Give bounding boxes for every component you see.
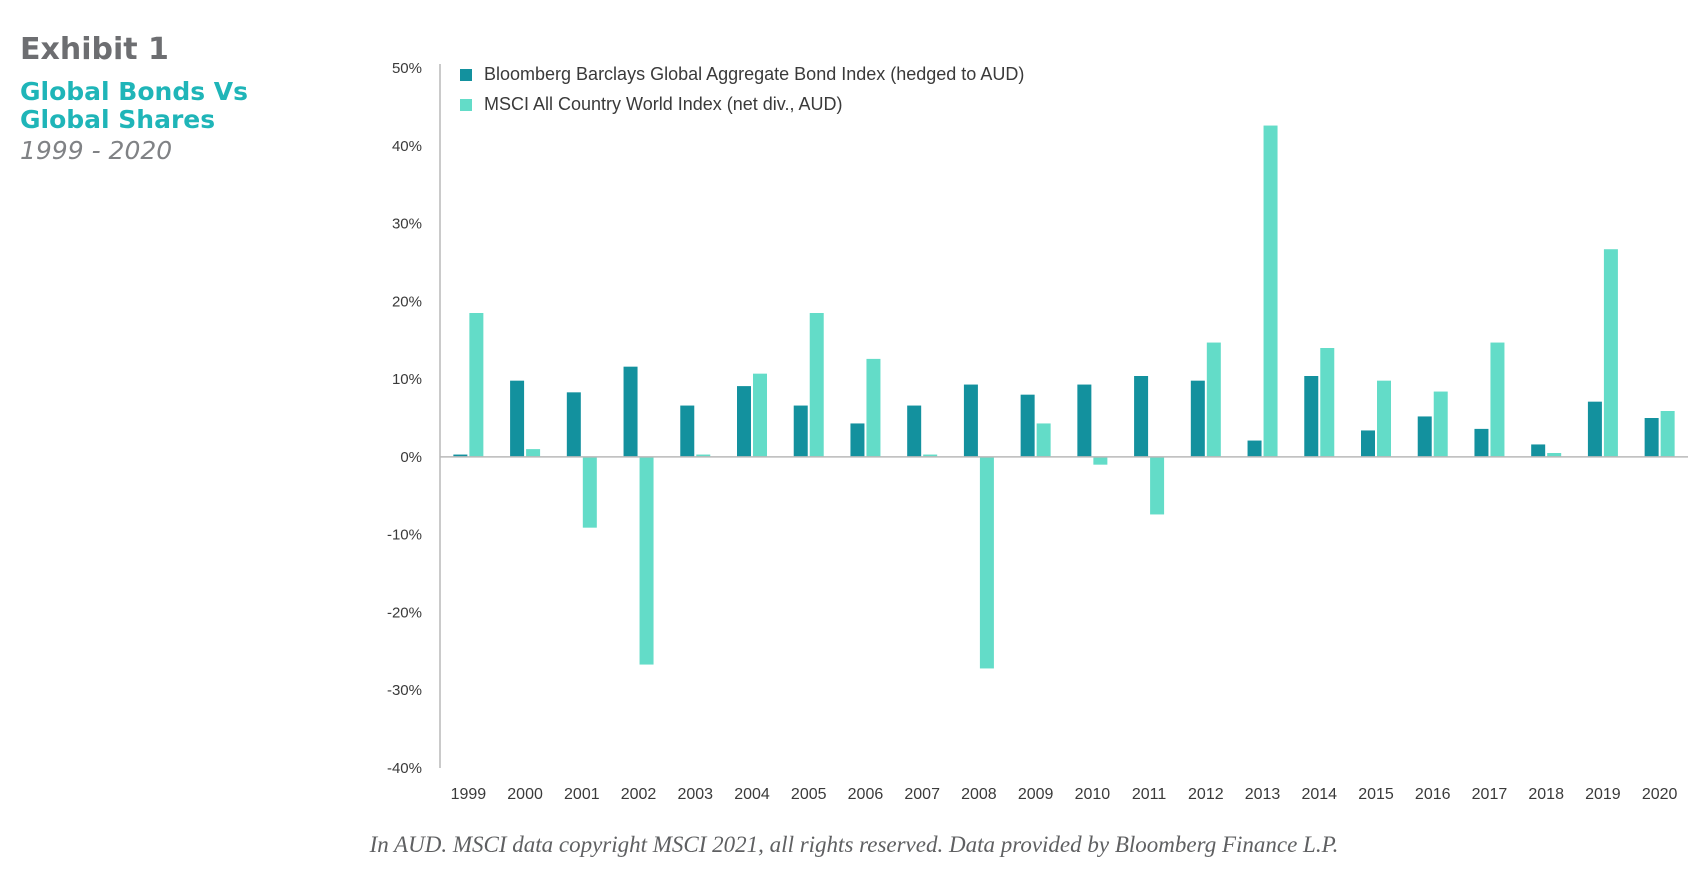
chart-subtitle: Global Bonds Vs Global Shares (20, 78, 248, 134)
equity-bar (866, 358, 881, 457)
source-caption: In AUD. MSCI data copyright MSCI 2021, a… (369, 832, 1339, 857)
equity-bar (923, 454, 938, 457)
bond-bar (1361, 430, 1375, 457)
x-category-label: 2015 (1358, 786, 1394, 803)
x-category-label: 2000 (507, 786, 543, 803)
equity-bar (1433, 391, 1448, 457)
bond-bar (623, 366, 638, 457)
bond-bar (1531, 444, 1546, 457)
equity-bar (1603, 249, 1618, 457)
y-tick-label: 30% (392, 216, 422, 233)
bond-bar (510, 380, 525, 457)
x-category-label: 2020 (1642, 786, 1678, 803)
bond-bar (1247, 440, 1262, 457)
x-category-label: 2019 (1585, 786, 1621, 803)
equity-bar (639, 456, 654, 665)
x-category-label: 2002 (621, 786, 657, 803)
x-category-label: 2014 (1301, 786, 1337, 803)
bond-bar (907, 405, 922, 457)
bond-bar (453, 454, 468, 457)
x-category-label: 1999 (451, 786, 487, 803)
bond-bar (737, 386, 751, 457)
year-range: 1999 - 2020 (20, 136, 173, 165)
equity-bar (526, 449, 541, 457)
equity-bar (1547, 453, 1562, 457)
equity-bar (1150, 456, 1165, 515)
equity-bar (1206, 342, 1221, 457)
y-tick-label: -40% (387, 760, 422, 777)
bond-bar (1020, 394, 1035, 457)
equity-bar (1377, 380, 1391, 457)
x-category-label: 2016 (1415, 786, 1451, 803)
equity-bar (1320, 348, 1335, 457)
bond-bar (1190, 380, 1205, 457)
x-category-label: 2001 (564, 786, 600, 803)
x-category-label: 2009 (1018, 786, 1054, 803)
equity-bar (753, 373, 767, 457)
x-category-label: 2004 (734, 786, 770, 803)
y-tick-label: 50% (392, 60, 422, 77)
equity-bar (809, 313, 824, 457)
equity-bar (1490, 342, 1505, 457)
bond-bar (1644, 418, 1659, 457)
y-tick-label: 0% (400, 449, 422, 466)
legend-swatch (460, 69, 472, 81)
bond-bar (566, 392, 581, 457)
x-category-label: 2007 (904, 786, 940, 803)
bond-bar (1587, 401, 1602, 457)
x-category-label: 2017 (1472, 786, 1508, 803)
y-tick-label: -30% (387, 682, 422, 699)
x-category-label: 2008 (961, 786, 997, 803)
y-tick-label: 10% (392, 371, 422, 388)
equity-bar (1036, 423, 1051, 457)
legend-label: MSCI All Country World Index (net div., … (484, 94, 842, 114)
equity-bar (696, 454, 711, 457)
equity-bar (979, 456, 994, 669)
x-category-label: 2006 (848, 786, 884, 803)
x-category-label: 2010 (1075, 786, 1111, 803)
y-tick-label: -10% (387, 527, 422, 544)
bond-bar (1417, 416, 1432, 457)
bond-bar (793, 405, 808, 457)
y-tick-label: 40% (392, 138, 422, 155)
bar-chart: 50% 40% 30% 20% 10% 0% -10% -20% -30% -40% 1999 200… (387, 60, 1688, 803)
y-tick-label: -20% (387, 604, 422, 621)
bond-bar (1474, 428, 1489, 457)
x-category-label: 2018 (1528, 786, 1564, 803)
x-category-label: 2005 (791, 786, 827, 803)
subtitle-line-2: Global Shares (20, 105, 216, 134)
bond-bar (850, 423, 865, 457)
bond-bar (1134, 376, 1149, 457)
equity-bar (469, 313, 484, 457)
bond-bar (680, 405, 695, 457)
bond-bar (1077, 384, 1092, 457)
equity-bar (1263, 125, 1278, 457)
equity-bar (1660, 411, 1675, 457)
legend-label: Bloomberg Barclays Global Aggregate Bond… (484, 64, 1024, 84)
equity-bar (1093, 456, 1108, 465)
equity-bar (582, 456, 597, 528)
subtitle-line-1: Global Bonds Vs (20, 77, 249, 106)
bond-bar (1304, 376, 1319, 457)
bond-bar (963, 384, 978, 457)
exhibit-label: Exhibit 1 (20, 32, 169, 67)
x-category-label: 2013 (1245, 786, 1281, 803)
x-category-label: 2003 (677, 786, 713, 803)
x-category-label: 2012 (1188, 786, 1224, 803)
x-category-label: 2011 (1132, 786, 1167, 803)
y-tick-label: 20% (392, 293, 422, 310)
legend-swatch (460, 99, 472, 111)
